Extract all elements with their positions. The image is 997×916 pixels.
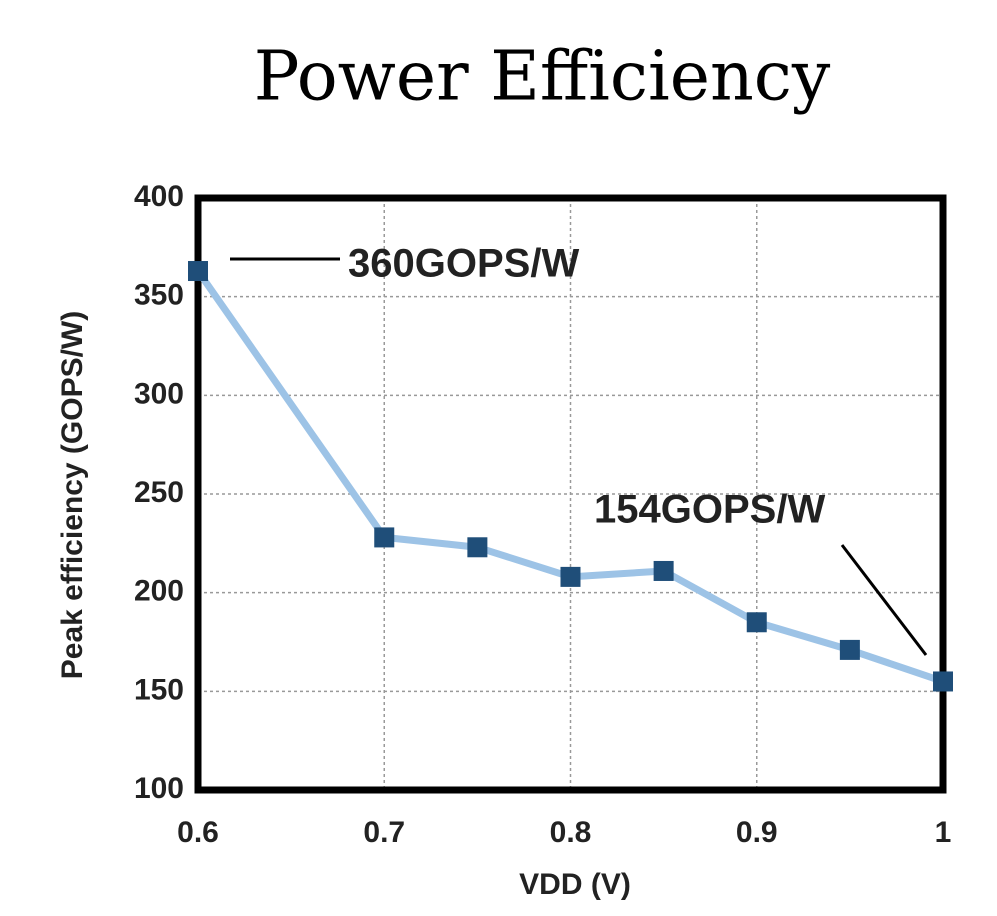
plot-frame <box>194 194 947 794</box>
annotation: 360GOPS/W <box>348 242 579 286</box>
annotation: 154GOPS/W <box>594 488 825 532</box>
y-tick-label: 350 <box>134 279 184 312</box>
y-tick-label: 300 <box>134 377 184 410</box>
x-tick-label: 0.6 <box>177 816 219 849</box>
y-tick-label: 150 <box>134 673 184 706</box>
data-point <box>933 671 953 692</box>
y-tick-label: 400 <box>134 180 184 213</box>
x-tick-label: 0.8 <box>550 816 592 849</box>
y-axis-label: Peak efficiency (GOPS/W) <box>56 311 89 679</box>
x-tick-label: 0.9 <box>736 816 778 849</box>
data-point <box>188 261 208 282</box>
y-tick-label: 100 <box>134 772 184 805</box>
data-point <box>746 612 767 633</box>
data-point <box>374 527 395 548</box>
data-point <box>839 639 860 660</box>
data-line <box>195 269 945 685</box>
y-tick-label: 250 <box>134 476 184 509</box>
x-axis-label: VDD (V) <box>519 868 631 901</box>
data-point <box>560 566 581 587</box>
x-tick-label: 1 <box>935 816 952 849</box>
chart-title: Power Efficiency <box>254 38 831 117</box>
data-point <box>653 560 674 581</box>
data-point <box>467 537 488 558</box>
y-tick-label: 200 <box>134 575 184 608</box>
x-tick-label: 0.7 <box>363 816 405 849</box>
annotation-line <box>840 544 928 656</box>
